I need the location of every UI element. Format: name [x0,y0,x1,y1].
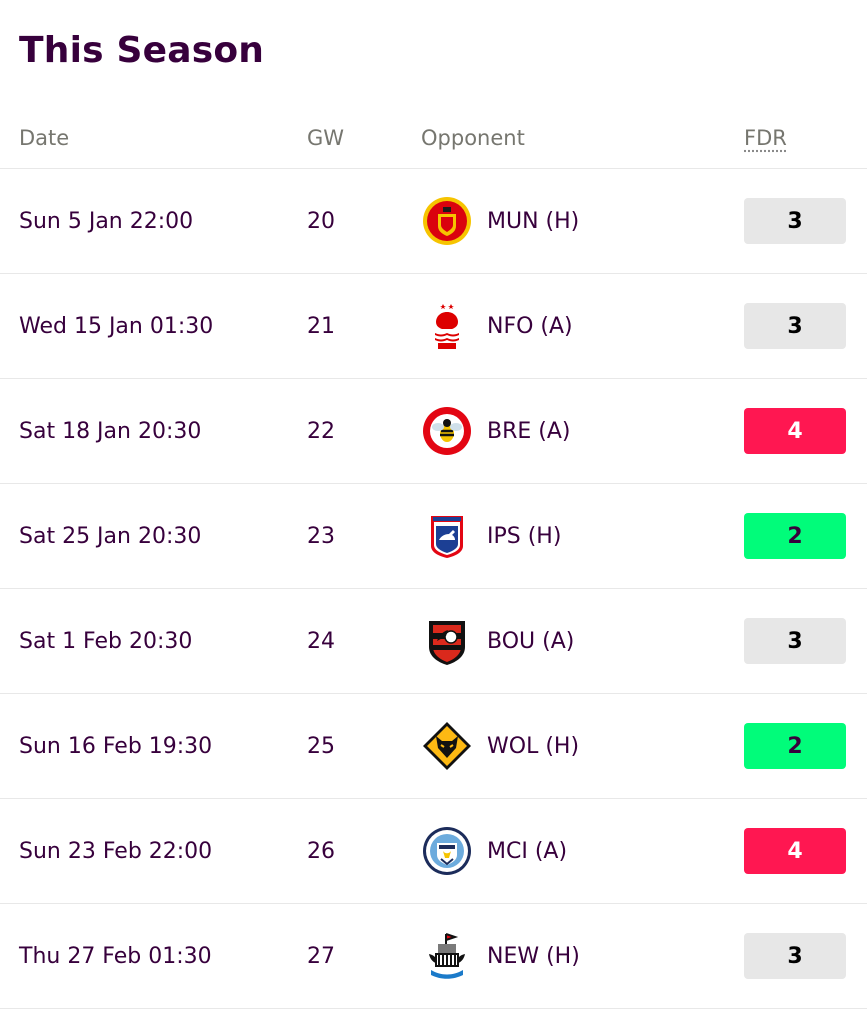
header-opponent: Opponent [421,126,525,150]
fdr-cell: 3 [744,589,846,693]
fixture-date: Sun 5 Jan 22:00 [19,208,194,234]
opponent-label: BOU (A) [487,628,575,654]
fdr-badge: 4 [744,408,846,454]
fdr-badge: 3 [744,303,846,349]
opponent-label: WOL (H) [487,733,580,759]
opponent: IPS (H) [421,484,561,588]
fdr-badge: 4 [744,828,846,874]
opponent: MCI (A) [421,799,567,903]
opponent-label: NEW (H) [487,943,580,969]
opponent: NEW (H) [421,904,580,1008]
fdr-cell: 3 [744,274,846,378]
ipswich-town-crest-icon [421,510,473,562]
opponent: BRE (A) [421,379,571,483]
gameweek: 22 [307,418,335,444]
table-row[interactable]: Sat 18 Jan 20:30 22 BRE (A) 4 [0,379,867,484]
header-date: Date [19,126,70,150]
fixture-date: Sat 1 Feb 20:30 [19,628,193,654]
fixture-date: Sun 23 Feb 22:00 [19,838,213,864]
page-title: This Season [19,30,265,71]
manchester-city-crest-icon [421,825,473,877]
opponent: WOL (H) [421,694,579,798]
header-gw: GW [307,126,345,150]
gameweek: 27 [307,943,335,969]
fdr-cell: 3 [744,169,846,273]
table-row[interactable]: Thu 27 Feb 01:30 27 NEW (H) 3 [0,904,867,1009]
header-fdr[interactable]: FDR [744,126,787,150]
opponent: NFO (A) [421,274,573,378]
fixture-date: Thu 27 Feb 01:30 [19,943,212,969]
opponent: MUN (H) [421,169,579,273]
fixtures-table-body: Sun 5 Jan 22:00 20 MUN (H) 3 Wed 15 Jan 01:3… [0,169,867,1009]
fixture-date: Sun 16 Feb 19:30 [19,733,213,759]
table-row[interactable]: Sat 25 Jan 20:30 23 IPS (H) 2 [0,484,867,589]
table-row[interactable]: Sun 5 Jan 22:00 20 MUN (H) 3 [0,169,867,274]
fdr-badge: 3 [744,198,846,244]
fdr-cell: 2 [744,484,846,588]
nottingham-forest-crest-icon [421,300,473,352]
fixture-date: Wed 15 Jan 01:30 [19,313,214,339]
gameweek: 23 [307,523,335,549]
opponent: BOU (A) [421,589,574,693]
table-row[interactable]: Sun 16 Feb 19:30 25 WOL (H) 2 [0,694,867,799]
gameweek: 21 [307,313,335,339]
fixture-date: Sat 25 Jan 20:30 [19,523,202,549]
fdr-cell: 2 [744,694,846,798]
fdr-badge: 2 [744,513,846,559]
brentford-crest-icon [421,405,473,457]
table-row[interactable]: Wed 15 Jan 01:30 21 NFO (A) 3 [0,274,867,379]
fdr-cell: 4 [744,379,846,483]
gameweek: 20 [307,208,335,234]
opponent-label: BRE (A) [487,418,571,444]
table-header: Date GW Opponent FDR [0,110,867,169]
wolves-crest-icon [421,720,473,772]
opponent-label: NFO (A) [487,313,573,339]
manchester-united-crest-icon [421,195,473,247]
gameweek: 24 [307,628,335,654]
opponent-label: MUN (H) [487,208,580,234]
opponent-label: IPS (H) [487,523,562,549]
gameweek: 25 [307,733,335,759]
fdr-badge: 3 [744,618,846,664]
fdr-cell: 4 [744,799,846,903]
table-row[interactable]: Sat 1 Feb 20:30 24 BOU (A) 3 [0,589,867,694]
fixture-date: Sat 18 Jan 20:30 [19,418,202,444]
fdr-badge: 2 [744,723,846,769]
table-row[interactable]: Sun 23 Feb 22:00 26 MCI (A) 4 [0,799,867,904]
newcastle-crest-icon [421,930,473,982]
gameweek: 26 [307,838,335,864]
fdr-badge: 3 [744,933,846,979]
bournemouth-crest-icon [421,615,473,667]
opponent-label: MCI (A) [487,838,568,864]
fdr-cell: 3 [744,904,846,1008]
